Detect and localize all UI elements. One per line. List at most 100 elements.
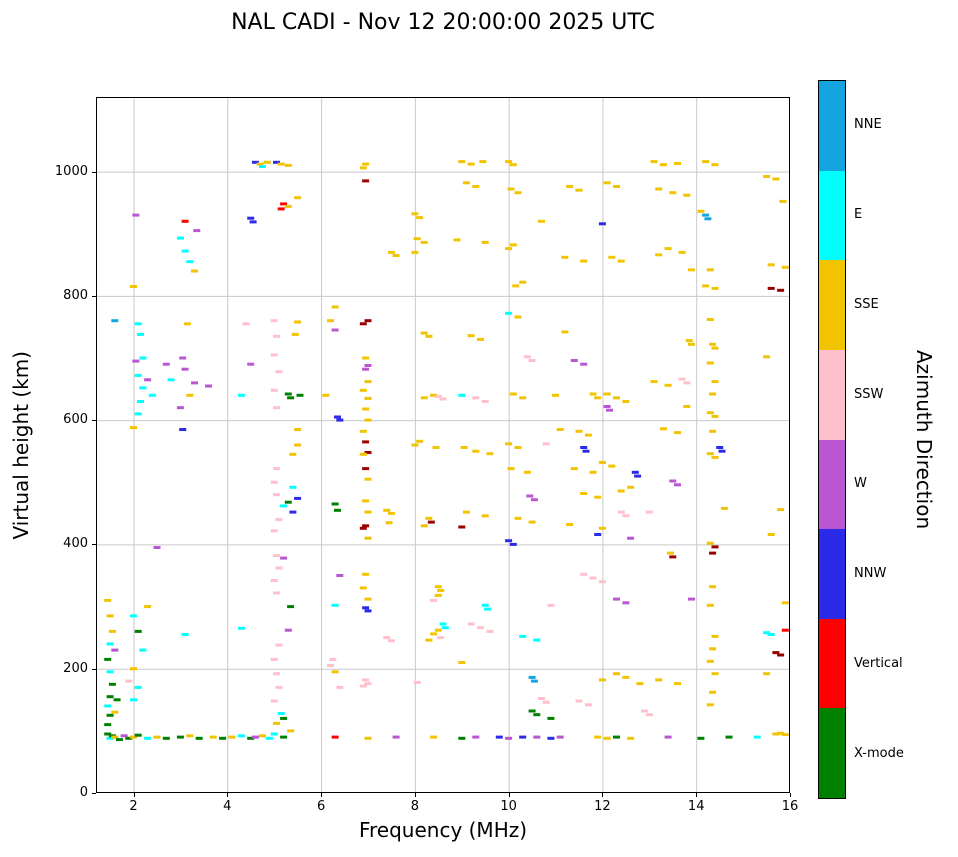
data-point bbox=[434, 628, 442, 632]
data-point bbox=[411, 250, 419, 254]
data-point bbox=[289, 510, 297, 514]
data-point bbox=[327, 319, 334, 323]
data-point bbox=[467, 162, 475, 166]
data-point bbox=[273, 334, 280, 338]
data-point bbox=[106, 670, 114, 674]
x-tick-label: 4 bbox=[223, 799, 232, 814]
data-point bbox=[507, 187, 515, 191]
data-point bbox=[289, 452, 297, 456]
data-point bbox=[137, 332, 144, 336]
colorbar-title-wrap: Azimuth Direction bbox=[904, 80, 944, 799]
data-point bbox=[425, 638, 433, 642]
data-point bbox=[425, 334, 433, 338]
data-point bbox=[617, 489, 625, 493]
data-point bbox=[247, 736, 255, 740]
data-point bbox=[603, 392, 611, 396]
scatter-plot bbox=[96, 97, 790, 793]
data-point bbox=[181, 367, 189, 371]
x-tick bbox=[321, 793, 323, 797]
data-point bbox=[678, 377, 686, 381]
data-point bbox=[711, 672, 719, 676]
data-point bbox=[767, 633, 775, 636]
data-point bbox=[362, 678, 370, 682]
data-point bbox=[688, 342, 695, 346]
data-point bbox=[709, 429, 717, 433]
data-point bbox=[191, 381, 198, 385]
data-point bbox=[767, 286, 775, 290]
data-point bbox=[153, 546, 161, 549]
data-point bbox=[528, 675, 536, 679]
data-point bbox=[627, 485, 635, 489]
data-point bbox=[294, 496, 302, 500]
data-point bbox=[542, 700, 550, 704]
data-point bbox=[486, 629, 494, 633]
data-point bbox=[711, 346, 719, 350]
data-point bbox=[284, 628, 292, 632]
data-point bbox=[645, 713, 653, 717]
data-point bbox=[514, 516, 522, 520]
data-point bbox=[219, 736, 227, 740]
data-point bbox=[273, 672, 280, 676]
y-tick bbox=[92, 295, 96, 297]
y-tick-label: 800 bbox=[63, 287, 88, 303]
data-point bbox=[359, 429, 367, 433]
colorbar-label-nne: NNE bbox=[854, 116, 882, 132]
x-tick bbox=[696, 793, 698, 797]
data-point bbox=[598, 580, 606, 584]
data-point bbox=[270, 657, 278, 661]
data-point bbox=[650, 160, 658, 164]
colorbar-segment-nne bbox=[819, 81, 845, 171]
data-point bbox=[512, 284, 520, 288]
data-point bbox=[289, 485, 297, 489]
colorbar-label-ssw: SSW bbox=[854, 386, 884, 402]
data-point bbox=[458, 661, 466, 664]
data-point bbox=[528, 709, 536, 713]
data-point bbox=[437, 588, 445, 592]
data-point bbox=[709, 585, 717, 589]
data-point bbox=[547, 736, 555, 740]
data-point bbox=[481, 603, 489, 607]
x-tick-label: 8 bbox=[410, 799, 419, 814]
data-point bbox=[275, 643, 283, 647]
data-point bbox=[108, 682, 116, 686]
x-tick-label: 2 bbox=[129, 799, 138, 814]
data-point bbox=[702, 160, 710, 164]
data-point bbox=[273, 554, 280, 558]
data-point bbox=[275, 685, 283, 689]
data-point bbox=[763, 631, 771, 635]
data-point bbox=[484, 607, 491, 611]
data-point bbox=[247, 216, 255, 220]
data-point bbox=[711, 163, 719, 167]
colorbar-segment-w bbox=[819, 439, 845, 530]
x-tick-label: 6 bbox=[316, 799, 326, 814]
data-point bbox=[113, 698, 121, 702]
data-point bbox=[331, 670, 339, 674]
data-point bbox=[720, 506, 728, 510]
data-point bbox=[519, 396, 527, 400]
data-point bbox=[486, 452, 494, 456]
data-point bbox=[439, 622, 447, 626]
data-point bbox=[134, 733, 142, 737]
data-point bbox=[613, 597, 620, 601]
data-point bbox=[364, 597, 372, 601]
data-point bbox=[580, 362, 588, 366]
data-point bbox=[777, 288, 785, 292]
data-point bbox=[364, 609, 372, 613]
data-point bbox=[674, 682, 681, 686]
data-point bbox=[523, 355, 531, 359]
data-point bbox=[458, 160, 466, 164]
data-point bbox=[108, 629, 116, 633]
data-point bbox=[106, 695, 114, 699]
data-point bbox=[186, 260, 194, 264]
data-point bbox=[195, 736, 203, 740]
data-point bbox=[666, 551, 674, 555]
data-point bbox=[434, 395, 442, 398]
data-point bbox=[702, 284, 710, 288]
y-tick-label: 400 bbox=[63, 536, 88, 552]
data-point bbox=[683, 193, 691, 197]
data-point bbox=[387, 250, 395, 254]
data-point bbox=[364, 418, 372, 422]
data-point bbox=[237, 393, 245, 397]
data-point bbox=[622, 400, 630, 403]
data-point bbox=[287, 729, 295, 733]
